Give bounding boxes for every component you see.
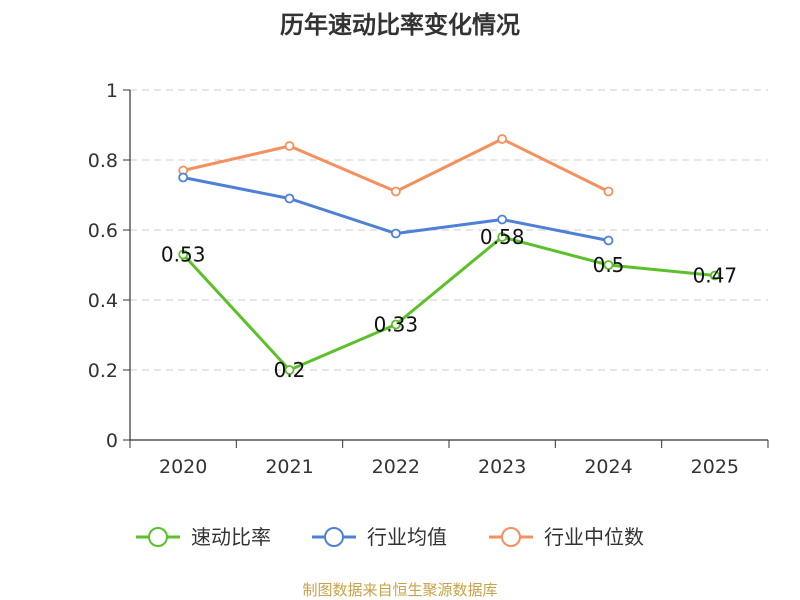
legend-marker: [148, 527, 168, 547]
y-tick-label: 1: [106, 80, 118, 102]
data-point: [603, 260, 614, 270]
x-axis-ticks: 2020 2021 2022 2023 2024 2025: [129, 440, 769, 478]
legend-label: 行业中位数: [544, 525, 644, 549]
chart-title: 历年速动比率变化情况: [280, 11, 520, 39]
x-tick-label: 2023: [478, 456, 526, 478]
data-label: 0.33: [374, 313, 419, 337]
data-point: [390, 228, 401, 239]
data-point: [603, 186, 614, 197]
data-point: [284, 365, 295, 375]
data-label: 0.58: [480, 225, 525, 249]
legend-item[interactable]: 行业中位数: [489, 525, 644, 549]
legend-marker: [324, 527, 344, 547]
legend: 速动比率 行业均值 行业中位数: [136, 525, 644, 549]
series-line: [182, 235, 715, 372]
y-tick-label: 0.8: [88, 150, 118, 172]
data-point: [603, 235, 614, 246]
data-point: [284, 141, 295, 151]
y-tick-label: 0.4: [88, 290, 118, 312]
legend-label: 行业均值: [367, 525, 447, 549]
data-label: 0.5: [593, 253, 625, 277]
y-axis-ticks: 0 0.2 0.4 0.6 0.8 1: [88, 80, 130, 452]
x-tick-label: 2022: [372, 456, 420, 478]
x-tick-label: 2025: [691, 456, 739, 478]
data-point: [284, 193, 295, 204]
series-group: [178, 134, 720, 375]
y-tick-label: 0: [106, 430, 118, 452]
data-point: [178, 249, 189, 260]
data-label: 0.53: [161, 243, 206, 267]
legend-label: 速动比率: [191, 525, 271, 549]
axes: [129, 90, 768, 441]
data-point: [390, 319, 401, 330]
x-tick-label: 2021: [265, 456, 313, 478]
x-tick-label: 2020: [159, 456, 207, 478]
y-tick-label: 0.2: [88, 360, 118, 382]
data-point: [497, 214, 508, 225]
data-labels: 0.53 0.2 0.33 0.58 0.5 0.47: [161, 225, 737, 382]
data-label: 0.2: [274, 358, 306, 382]
data-point: [178, 172, 189, 183]
data-point: [497, 134, 508, 144]
data-point: [709, 270, 720, 281]
legend-marker: [501, 527, 521, 547]
source-note: 制图数据来自恒生聚源数据库: [302, 581, 497, 599]
data-label: 0.47: [693, 264, 738, 288]
series-line: [182, 137, 610, 193]
data-point: [390, 186, 401, 197]
legend-item[interactable]: 速动比率: [136, 525, 271, 549]
data-point: [497, 232, 508, 242]
y-tick-label: 0.6: [88, 220, 118, 242]
grid-lines: [130, 89, 768, 371]
x-tick-label: 2024: [584, 456, 632, 478]
legend-item[interactable]: 行业均值: [312, 525, 447, 549]
